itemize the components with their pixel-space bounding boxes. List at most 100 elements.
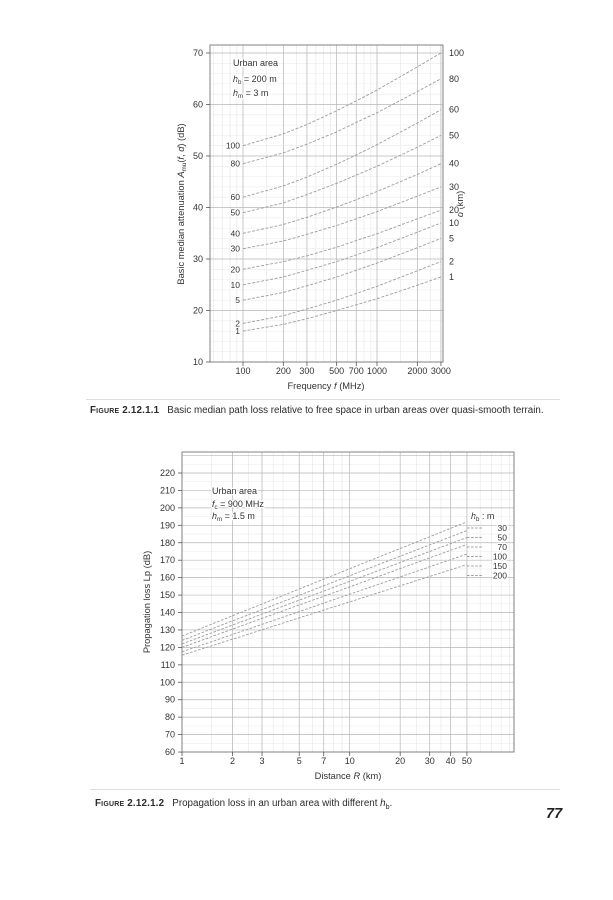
fig2-curve-30 [181, 521, 468, 637]
fig1-curve-40 [242, 163, 442, 234]
fig1-grid [210, 45, 443, 362]
y-axis-title: Propagation loss Lp (dB) [142, 551, 152, 653]
legend-title: hb : m [471, 511, 494, 523]
y-axis-tick-label: 70 [165, 730, 175, 740]
y-axis-tick-label: 30 [193, 254, 203, 264]
x-axis-tick-label: 5 [297, 756, 302, 766]
fig1-curve-50 [242, 134, 442, 214]
right-axis-label-2: 2 [449, 257, 454, 267]
y-axis-tick-label: 170 [160, 555, 175, 565]
legend-entry-label: 200 [493, 571, 507, 581]
chart-annotation: hm = 1.5 m [212, 511, 255, 523]
x-axis-tick-label: 300 [299, 366, 314, 376]
fig2-grid [182, 452, 514, 752]
x-axis-tick-label: 1 [179, 756, 184, 766]
fig2-curve-100 [181, 544, 468, 648]
caption-rule-2 [90, 789, 560, 790]
right-axis-label-5: 5 [449, 233, 454, 243]
fig1-curve-100 [242, 52, 442, 147]
y-axis-tick-label: 220 [160, 468, 175, 478]
y-axis-tick-label: 60 [193, 100, 203, 110]
right-axis-label-10: 10 [449, 218, 459, 228]
chart-annotation: fc = 900 MHz [212, 499, 264, 511]
y-axis-tick-label: 180 [160, 538, 175, 548]
fig2-curve-200 [181, 564, 468, 656]
x-axis-tick-label: 3000 [431, 366, 451, 376]
legend-entry-label: 70 [498, 542, 508, 552]
y-axis-tick-label: 130 [160, 625, 175, 635]
figure-1-caption: Figure 2.12.1.1 Basic median path loss re… [90, 404, 560, 417]
figure-1-caption-text: Basic median path loss relative to free … [167, 405, 544, 416]
figure-2-caption-label: Figure 2.12.1.2 [95, 798, 165, 809]
chart-annotation: Urban area [212, 486, 257, 496]
y-axis-tick-label: 40 [193, 203, 203, 213]
y-axis-tick-label: 190 [160, 520, 175, 530]
y-axis-tick-label: 60 [165, 747, 175, 757]
curve-label-50: 50 [231, 208, 241, 218]
y-axis-tick-label: 100 [160, 677, 175, 687]
page-number: 77 [546, 806, 563, 822]
x-axis-tick-label: 10 [345, 756, 355, 766]
chart-annotation: hm = 3 m [233, 88, 268, 100]
plot-frame [209, 44, 444, 363]
curve-label-1: 1 [235, 326, 240, 336]
curve-label-80: 80 [231, 159, 241, 169]
y-axis-tick-label: 140 [160, 608, 175, 618]
y-axis-tick-label: 90 [165, 695, 175, 705]
chart-annotation: Urban area [233, 58, 278, 68]
fig1-curve-10 [242, 222, 442, 286]
fig2-curves [181, 521, 468, 656]
legend-entry-label: 100 [493, 552, 507, 562]
fig1-plot: 70 60 50 40 30 20 10 100 200 300 500 700 1000 2000 300… [176, 44, 465, 391]
plot-frame [181, 451, 515, 753]
caption-variable-sub: b [385, 803, 390, 811]
right-axis-label-1: 1 [449, 272, 454, 282]
y-axis-tick-label: 110 [161, 660, 175, 670]
fig1-curve-80 [242, 78, 442, 165]
x-axis-tick-label: 200 [276, 366, 291, 376]
caption-rule-1 [86, 399, 560, 400]
curve-label-10: 10 [231, 280, 241, 290]
x-axis-tick-label: 700 [349, 366, 364, 376]
curve-label-2: 2 [235, 318, 240, 328]
y-axis-tick-label: 200 [160, 503, 175, 513]
x-axis-tick-label: 1000 [367, 366, 387, 376]
x-axis-tick-label: 50 [462, 756, 472, 766]
right-axis-title: d (km) [455, 191, 465, 217]
right-axis-label-100: 100 [449, 48, 464, 58]
fig2-plot: 2202102001901801701601501401301201101009… [142, 451, 515, 781]
caption-variable: h [380, 798, 386, 809]
fig1-curve-2 [242, 261, 442, 324]
y-axis-tick-label: 70 [193, 48, 203, 58]
fig2-curve-70 [181, 537, 468, 645]
fig1-curve-30 [242, 186, 442, 250]
figure-1-caption-label: Figure 2.12.1.1 [90, 405, 160, 416]
legend-entry-label: 150 [493, 561, 507, 571]
y-axis-tick-label: 50 [193, 151, 203, 161]
x-axis-tick-label: 20 [395, 756, 405, 766]
x-axis-tick-label: 2000 [407, 366, 427, 376]
curve-label-100: 100 [226, 141, 240, 151]
fig1-curve-1 [242, 276, 442, 332]
fig1-curve-20 [242, 209, 442, 270]
y-axis-tick-label: 150 [160, 590, 175, 600]
y-axis-tick-label: 210 [160, 485, 175, 495]
caption-end: . [389, 798, 393, 809]
right-axis-label-50: 50 [449, 130, 459, 140]
figure-2-caption-text: Propagation loss in an urban area with d… [172, 798, 381, 809]
right-axis-label-20: 20 [449, 205, 459, 215]
y-axis-tick-label: 160 [160, 573, 175, 583]
x-axis-tick-label: 40 [446, 756, 456, 766]
right-axis-label-80: 80 [449, 74, 459, 84]
curve-label-20: 20 [231, 264, 241, 274]
fig2-curve-50 [181, 530, 468, 641]
figure-2-caption: Figure 2.12.1.2 Propagation loss in an ur… [95, 797, 575, 814]
y-axis-tick-label: 20 [193, 306, 203, 316]
fig1-curve-5 [242, 237, 442, 301]
curve-label-30: 30 [231, 244, 241, 254]
x-axis-tick-label: 3 [260, 756, 265, 766]
chart-annotation: hb = 200 m [233, 74, 277, 86]
